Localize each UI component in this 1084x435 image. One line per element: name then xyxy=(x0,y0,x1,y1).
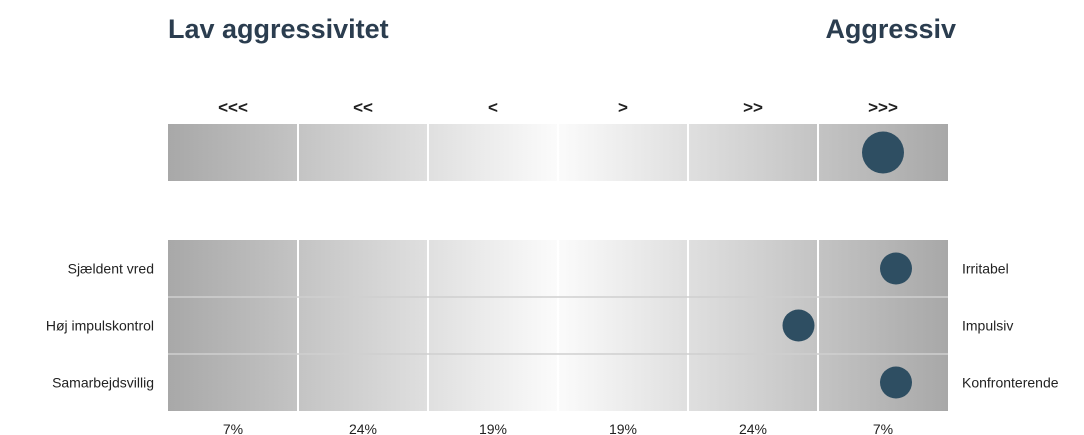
column-percentage: 19% xyxy=(609,421,637,435)
row-marker xyxy=(880,366,912,399)
row-left-label: Høj impulskontrol xyxy=(46,318,154,334)
column-percentage: 24% xyxy=(349,421,377,435)
column-percentage: 19% xyxy=(479,421,507,435)
left-title: Lav aggressivitet xyxy=(168,14,389,44)
row-left-label: Samarbejdsvillig xyxy=(52,375,154,391)
category-label: << xyxy=(353,98,373,117)
category-label: >> xyxy=(743,98,763,117)
category-label: >>> xyxy=(868,98,898,117)
row-left-label: Sjældent vred xyxy=(68,261,154,277)
column-percentage: 7% xyxy=(873,421,893,435)
row-right-label: Konfronterende xyxy=(962,375,1059,391)
row-right-label: Impulsiv xyxy=(962,318,1013,334)
column-percentage: 7% xyxy=(223,421,243,435)
row-marker xyxy=(782,309,815,342)
category-label: < xyxy=(488,98,498,117)
row-right-label: Irritabel xyxy=(962,261,1009,277)
row-marker xyxy=(880,252,912,285)
right-title: Aggressiv xyxy=(825,14,956,44)
overall-marker xyxy=(862,131,904,174)
category-label: <<< xyxy=(218,98,248,117)
category-label: > xyxy=(618,98,628,117)
column-percentage: 24% xyxy=(739,421,767,435)
